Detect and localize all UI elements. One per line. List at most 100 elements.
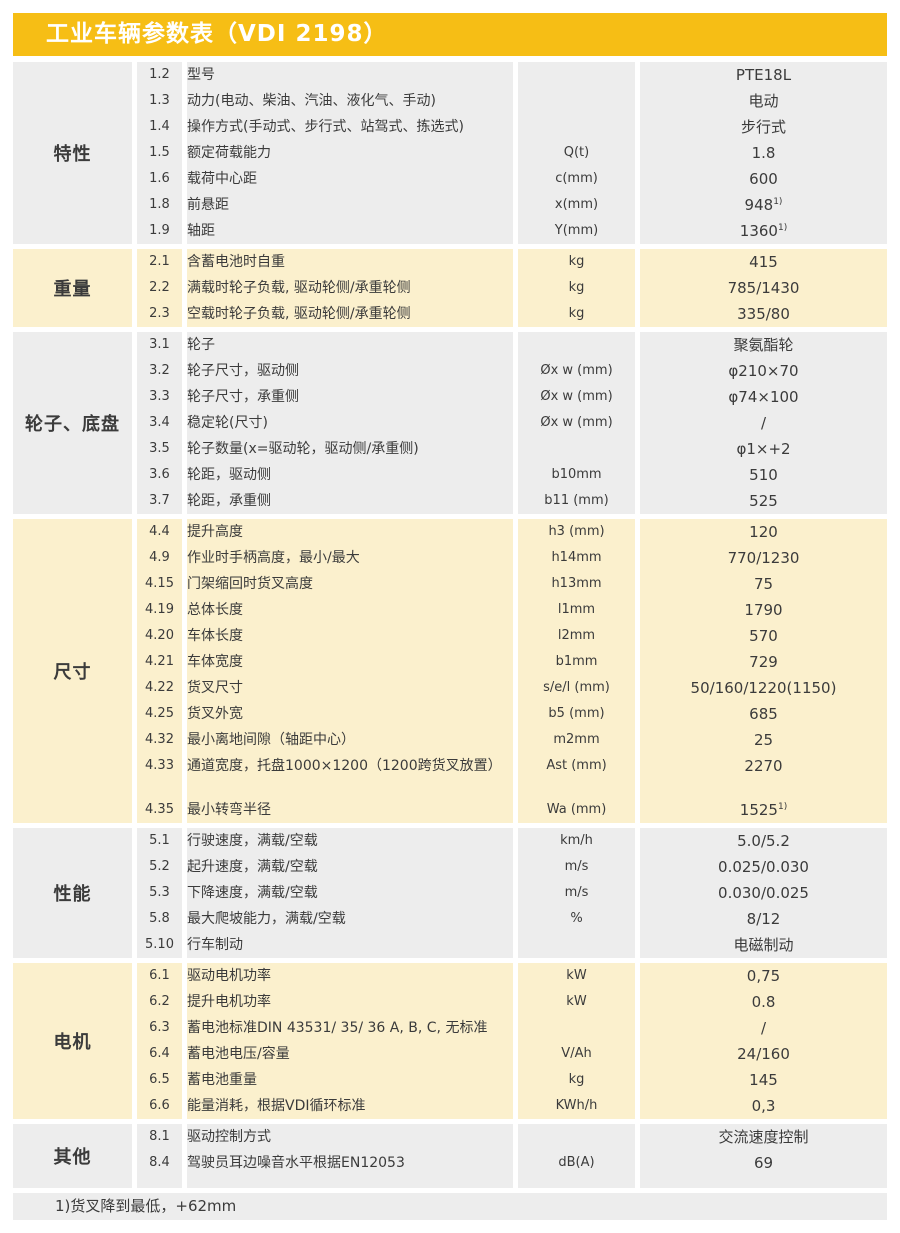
- row-description: 轴距: [187, 218, 513, 244]
- row-number: 2.1: [137, 249, 182, 275]
- row-unit: m/s: [518, 854, 635, 880]
- row-description: 货叉外宽: [187, 701, 513, 727]
- section-label: 其他: [13, 1124, 132, 1188]
- row-unit: dB(A): [518, 1150, 635, 1176]
- row-value: 24/160: [640, 1041, 887, 1067]
- row-value: /: [640, 1015, 887, 1041]
- row-unit: KWh/h: [518, 1093, 635, 1119]
- row-value: 75: [640, 571, 887, 597]
- row-unit: Øx w (mm): [518, 358, 635, 384]
- row-number: 1.4: [137, 114, 182, 140]
- row-description: 蓄电池标准DIN 43531/ 35/ 36 A, B, C, 无标准: [187, 1015, 513, 1041]
- row-unit: [518, 932, 635, 958]
- row-value: 1.8: [640, 140, 887, 166]
- row-unit: Ast (mm): [518, 753, 635, 779]
- footnote: 1)货叉降到最低，+62mm: [13, 1193, 887, 1220]
- row-number: 1.8: [137, 192, 182, 218]
- row-description: 最大爬坡能力，满载/空载: [187, 906, 513, 932]
- row-number: 1.9: [137, 218, 182, 244]
- row-number: 6.2: [137, 989, 182, 1015]
- row-value: /: [640, 410, 887, 436]
- row-number: 3.4: [137, 410, 182, 436]
- row-unit: Y(mm): [518, 218, 635, 244]
- row-unit: c(mm): [518, 166, 635, 192]
- row-number: 1.6: [137, 166, 182, 192]
- row-unit: kg: [518, 301, 635, 327]
- row-unit: l1mm: [518, 597, 635, 623]
- row-unit: kg: [518, 249, 635, 275]
- row-unit: h3 (mm): [518, 519, 635, 545]
- row-unit: x(mm): [518, 192, 635, 218]
- row-value: 0.025/0.030: [640, 854, 887, 880]
- row-unit: m2mm: [518, 727, 635, 753]
- row-number: 5.10: [137, 932, 182, 958]
- row-description: 提升高度: [187, 519, 513, 545]
- row-value: 570: [640, 623, 887, 649]
- row-description: 车体长度: [187, 623, 513, 649]
- section-1: 重量 2.1 含蓄电池时自重 kg 415 2.2 满载时轮子负载, 驱动轮侧/承重轮侧 kg…: [13, 249, 887, 327]
- row-number: 3.3: [137, 384, 182, 410]
- row-number: 4.32: [137, 727, 182, 753]
- section-label: 特性: [13, 62, 132, 244]
- row-unit: [518, 332, 635, 358]
- row-description: 操作方式(手动式、步行式、站驾式、拣选式): [187, 114, 513, 140]
- row-number: 5.3: [137, 880, 182, 906]
- row-value: 525: [640, 488, 887, 514]
- row-description: 轮子尺寸，承重侧: [187, 384, 513, 410]
- row-number: 3.7: [137, 488, 182, 514]
- section-label: 电机: [13, 963, 132, 1119]
- row-description: 载荷中心距: [187, 166, 513, 192]
- row-value: 145: [640, 1067, 887, 1093]
- row-number: 5.8: [137, 906, 182, 932]
- row-description: 行驶速度，满载/空载: [187, 828, 513, 854]
- row-value: 电动: [640, 88, 887, 114]
- row-unit: %: [518, 906, 635, 932]
- row-unit: km/h: [518, 828, 635, 854]
- row-unit: Wa (mm): [518, 797, 635, 823]
- row-number: 6.5: [137, 1067, 182, 1093]
- row-unit: h13mm: [518, 571, 635, 597]
- section-5: 电机 6.1 驱动电机功率 kW 0,75 6.2 提升电机功率 kW 0.8 6.3 蓄电池标准D…: [13, 963, 887, 1119]
- spacer-cell: [518, 779, 635, 797]
- row-value: φ210×70: [640, 358, 887, 384]
- row-number: 4.9: [137, 545, 182, 571]
- row-number: 3.6: [137, 462, 182, 488]
- row-number: 3.1: [137, 332, 182, 358]
- spacer-cell: [187, 779, 513, 797]
- row-value: 120: [640, 519, 887, 545]
- row-description: 前悬距: [187, 192, 513, 218]
- row-description: 轮距，驱动侧: [187, 462, 513, 488]
- row-unit: V/Ah: [518, 1041, 635, 1067]
- row-unit: [518, 88, 635, 114]
- row-number: 4.4: [137, 519, 182, 545]
- row-description: 下降速度，满载/空载: [187, 880, 513, 906]
- row-description: 型号: [187, 62, 513, 88]
- row-description: 驱动电机功率: [187, 963, 513, 989]
- row-unit: [518, 436, 635, 462]
- row-value: PTE18L: [640, 62, 887, 88]
- row-description: 额定荷载能力: [187, 140, 513, 166]
- row-description: 空载时轮子负载, 驱动轮侧/承重轮侧: [187, 301, 513, 327]
- row-unit: [518, 1015, 635, 1041]
- row-description: 稳定轮(尺寸): [187, 410, 513, 436]
- row-unit: l2mm: [518, 623, 635, 649]
- row-value: 335/80: [640, 301, 887, 327]
- row-unit: s/e/l (mm): [518, 675, 635, 701]
- row-value: 电磁制动: [640, 932, 887, 958]
- spacer-cell: [640, 779, 887, 797]
- row-value: 729: [640, 649, 887, 675]
- row-description: 驾驶员耳边噪音水平根据EN12053: [187, 1150, 513, 1176]
- row-value: 5.0/5.2: [640, 828, 887, 854]
- row-value: 交流速度控制: [640, 1124, 887, 1150]
- row-value: 8/12: [640, 906, 887, 932]
- row-number: 1.2: [137, 62, 182, 88]
- row-description: 能量消耗，根据VDI循环标准: [187, 1093, 513, 1119]
- row-description: 蓄电池电压/容量: [187, 1041, 513, 1067]
- row-description: 通道宽度，托盘1000×1200（1200跨货叉放置）: [187, 753, 513, 779]
- spacer-cell: [137, 1176, 182, 1188]
- row-unit: Øx w (mm): [518, 410, 635, 436]
- row-value: 2270: [640, 753, 887, 779]
- row-number: 1.3: [137, 88, 182, 114]
- row-unit: m/s: [518, 880, 635, 906]
- spacer-cell: [518, 1176, 635, 1188]
